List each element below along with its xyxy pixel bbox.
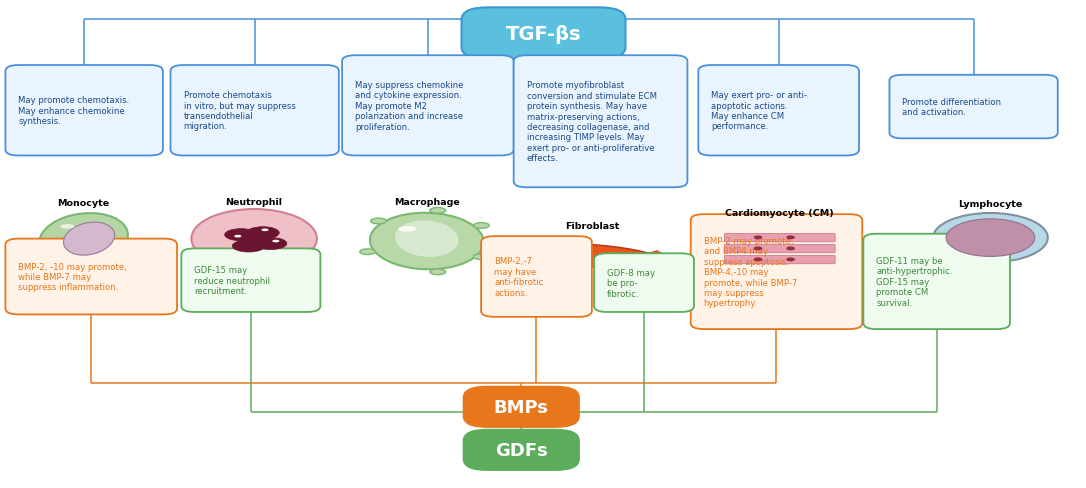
FancyBboxPatch shape [181,249,320,312]
Text: Macrophage: Macrophage [394,198,459,206]
Ellipse shape [754,236,762,240]
Ellipse shape [786,258,795,262]
Text: BMP-2, -10 may promote,
while BMP-7 may
suppress inflammation.: BMP-2, -10 may promote, while BMP-7 may … [18,262,127,292]
Ellipse shape [430,269,445,275]
Text: Promote myofibroblast
conversion and stimulate ECM
protein synthesis. May have
m: Promote myofibroblast conversion and sti… [527,81,657,163]
FancyBboxPatch shape [464,430,579,470]
FancyBboxPatch shape [5,239,177,315]
Text: Cardiomyocyte (CM): Cardiomyocyte (CM) [725,209,834,218]
Ellipse shape [786,247,795,251]
FancyBboxPatch shape [342,56,514,156]
Text: May promote chemotaxis.
May enhance chemokine
synthesis.: May promote chemotaxis. May enhance chem… [18,96,129,126]
FancyBboxPatch shape [481,237,592,317]
FancyBboxPatch shape [863,234,1010,329]
FancyBboxPatch shape [717,225,843,272]
Ellipse shape [933,214,1048,263]
Text: BMP-2 may promote,
and BMP4 may
suppress apoptosis.
BMP-4,-10 may
promote, while: BMP-2 may promote, and BMP4 may suppress… [704,236,797,308]
Text: GDF-11 may be
anti-hypertrophic.
GDF-15 may
promote CM
survival.: GDF-11 may be anti-hypertrophic. GDF-15 … [876,257,952,307]
FancyBboxPatch shape [889,76,1058,139]
Ellipse shape [946,220,1035,257]
Ellipse shape [395,221,458,257]
Ellipse shape [63,223,115,256]
FancyBboxPatch shape [691,215,862,329]
Text: BMPs: BMPs [494,398,548,416]
Text: GDF-8 may
be pro-
fibrotic.: GDF-8 may be pro- fibrotic. [607,268,655,298]
Text: Lymphocyte: Lymphocyte [958,200,1023,208]
FancyBboxPatch shape [724,245,835,253]
Ellipse shape [191,209,317,268]
Ellipse shape [359,249,376,255]
Ellipse shape [370,213,483,270]
Text: GDF-15 may
reduce neutrophil
recruitment.: GDF-15 may reduce neutrophil recruitment… [194,266,270,295]
Text: Promote differentiation
and activation.: Promote differentiation and activation. [902,98,1001,117]
Ellipse shape [254,238,287,250]
Ellipse shape [39,214,128,264]
FancyBboxPatch shape [514,56,687,188]
Text: Monocyte: Monocyte [58,199,110,207]
Text: Promote chemotaxis
in vitro, but may suppress
transendothelial
migration.: Promote chemotaxis in vitro, but may sup… [184,91,295,131]
Ellipse shape [786,236,795,240]
FancyBboxPatch shape [724,234,835,243]
Ellipse shape [430,208,445,214]
FancyBboxPatch shape [698,66,859,156]
Ellipse shape [273,240,279,243]
FancyBboxPatch shape [464,387,579,427]
Ellipse shape [238,233,270,245]
FancyBboxPatch shape [171,66,339,156]
Text: Neutrophil: Neutrophil [226,198,282,206]
Ellipse shape [235,235,241,238]
FancyBboxPatch shape [724,256,835,264]
Text: TGF-βs: TGF-βs [506,25,581,43]
Text: Fibroblast: Fibroblast [565,222,619,231]
Text: May exert pro- or anti-
apoptotic actions.
May enhance CM
performance.: May exert pro- or anti- apoptotic action… [711,91,808,131]
FancyBboxPatch shape [462,8,626,60]
Ellipse shape [225,229,257,241]
Ellipse shape [399,226,416,232]
Text: May suppress chemokine
and cytokine expression.
May promote M2
polarization and : May suppress chemokine and cytokine expr… [355,81,464,131]
Ellipse shape [232,241,265,252]
Polygon shape [510,252,543,261]
FancyBboxPatch shape [594,254,694,312]
Text: GDFs: GDFs [495,441,547,459]
Polygon shape [641,251,673,260]
Ellipse shape [247,227,279,239]
Ellipse shape [522,244,661,268]
FancyBboxPatch shape [5,66,163,156]
Ellipse shape [473,223,489,229]
Ellipse shape [754,247,762,251]
Ellipse shape [262,229,268,232]
Ellipse shape [60,224,75,229]
Ellipse shape [754,258,762,262]
Text: BMP-2,-7
may have
anti-fibrotic
actions.: BMP-2,-7 may have anti-fibrotic actions. [494,257,543,297]
Ellipse shape [370,219,387,224]
Ellipse shape [473,254,489,260]
